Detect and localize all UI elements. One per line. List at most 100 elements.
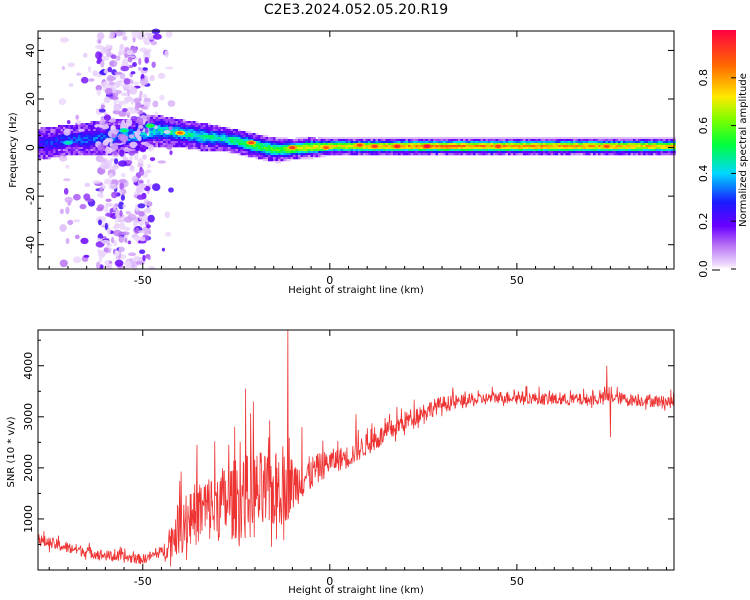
heatmap-cell — [580, 143, 584, 146]
heatmap-cell — [55, 147, 59, 150]
heatmap-cell — [240, 139, 244, 142]
heatmap-cell — [318, 153, 321, 156]
heatmap-cell — [75, 133, 79, 136]
heatmap-cell — [263, 139, 266, 142]
heatmap-cell — [333, 141, 336, 144]
heatmap-noise-blob — [120, 123, 127, 130]
heatmap-cell — [38, 141, 41, 144]
heatmap-noise-blob — [97, 38, 102, 44]
heatmap-cell — [575, 151, 579, 154]
heatmap-cell — [385, 149, 389, 152]
heatmap-cell — [215, 147, 219, 150]
heatmap-cell — [270, 153, 274, 156]
heatmap-noise-blob — [129, 154, 133, 163]
heatmap-cell — [265, 147, 269, 150]
heatmap-cell — [650, 145, 654, 148]
heatmap-cell — [260, 147, 264, 150]
heatmap-cell — [488, 141, 491, 144]
heatmap-cell — [118, 133, 121, 136]
heatmap-cell — [545, 147, 549, 150]
heatmap-cell — [523, 151, 526, 154]
heatmap-noise-blob — [105, 44, 111, 51]
heatmap-cell — [90, 145, 94, 148]
heatmap-cell — [158, 127, 161, 130]
heatmap-cell — [565, 141, 569, 144]
heatmap-cell — [208, 123, 211, 126]
heatmap-cell — [513, 143, 516, 146]
heatmap-noise-blob — [132, 62, 137, 67]
heatmap-cell — [553, 137, 556, 140]
heatmap-cell — [315, 155, 319, 158]
heatmap-cell — [268, 139, 271, 142]
heatmap-cell — [45, 127, 49, 130]
heatmap-cell — [193, 137, 196, 140]
heatmap-cell — [290, 143, 294, 146]
heatmap-cell — [665, 147, 669, 150]
heatmap-cell — [168, 141, 171, 144]
heatmap-cell — [88, 147, 91, 150]
heatmap-cell — [313, 141, 316, 144]
heatmap-cell — [518, 149, 521, 152]
heatmap-cell — [563, 145, 566, 148]
heatmap-cell — [115, 121, 119, 124]
heatmap-noise-blob — [119, 149, 125, 157]
heatmap-cell — [113, 139, 116, 142]
heatmap-cell — [338, 147, 341, 150]
heatmap-cell — [618, 151, 621, 154]
heatmap-cell — [88, 149, 91, 152]
heatmap-cell — [468, 151, 471, 154]
heatmap-cell — [668, 145, 671, 148]
heatmap-cell — [40, 143, 44, 146]
heatmap-cell — [45, 149, 49, 152]
heatmap-cell — [325, 149, 329, 152]
heatmap-cell — [635, 147, 639, 150]
heatmap-cell — [115, 137, 119, 140]
heatmap-cell — [550, 141, 554, 144]
heatmap-cell — [165, 125, 169, 128]
heatmap-cell — [318, 141, 321, 144]
heatmap-noise-blob — [78, 128, 85, 132]
heatmap-cell — [298, 151, 301, 154]
heatmap-cell — [140, 137, 144, 140]
heatmap-cell — [38, 135, 41, 138]
heatmap-cell — [300, 155, 304, 158]
heatmap-cell — [648, 147, 651, 150]
heatmap-cell — [78, 135, 81, 138]
heatmap-noise-blob — [100, 59, 105, 68]
heatmap-hotspot — [323, 146, 330, 150]
heatmap-cell — [530, 137, 534, 140]
heatmap-cell — [660, 137, 664, 140]
heatmap-noise-blob — [161, 247, 165, 252]
heatmap-cell — [633, 143, 636, 146]
heatmap-cell — [48, 149, 51, 152]
heatmap-cell — [175, 129, 179, 132]
heatmap-cell — [463, 149, 466, 152]
heatmap-cell — [633, 149, 636, 152]
heatmap-cell — [323, 151, 326, 154]
spectrogram-x-tick-label: -50 — [134, 274, 152, 287]
heatmap-cell — [450, 145, 454, 148]
heatmap-cell — [40, 145, 44, 148]
heatmap-cell — [210, 143, 214, 146]
heatmap-cell — [535, 143, 539, 146]
heatmap-cell — [293, 149, 296, 152]
heatmap-cell — [173, 143, 176, 146]
heatmap-cell — [175, 121, 179, 124]
heatmap-cell — [205, 131, 209, 134]
heatmap-cell — [193, 129, 196, 132]
heatmap-cell — [205, 141, 209, 144]
heatmap-cell — [658, 147, 661, 150]
heatmap-noise-blob — [123, 216, 133, 223]
heatmap-cell — [550, 147, 554, 150]
heatmap-cell — [243, 149, 246, 152]
heatmap-cell — [175, 139, 179, 142]
heatmap-cell — [415, 143, 419, 146]
heatmap-cell — [508, 147, 511, 150]
heatmap-noise-blob — [120, 65, 129, 72]
heatmap-cell — [663, 153, 666, 156]
heatmap-cell — [298, 137, 301, 140]
heatmap-cell — [85, 143, 89, 146]
heatmap-cell — [228, 145, 231, 148]
heatmap-cell — [493, 149, 496, 152]
snr-plot-area — [38, 330, 674, 570]
